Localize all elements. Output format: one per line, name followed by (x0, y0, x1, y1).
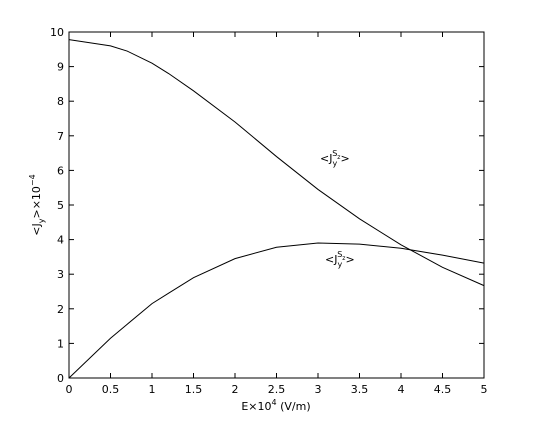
y-label-sub: y (37, 218, 46, 223)
annotation: <JySz> (325, 250, 355, 269)
annotation-sub: y (332, 159, 337, 168)
annotation-sub: y (337, 260, 342, 269)
annotation-end: > (345, 253, 354, 266)
y-tick-label: 4 (57, 234, 64, 247)
x-tick-label: 3 (315, 383, 322, 396)
x-tick-label: 1.5 (185, 383, 203, 396)
annotation-end: > (340, 152, 349, 165)
x-tick-label: 2.5 (268, 383, 286, 396)
y-tick-label: 1 (57, 337, 64, 350)
x-tick-label: 4 (398, 383, 405, 396)
y-tick-label: 8 (57, 95, 64, 108)
annotation: <JySz> (320, 149, 350, 168)
x-tick-label: 3.5 (351, 383, 369, 396)
x-label-base: E×10 (241, 400, 271, 413)
x-tick-label: 0 (66, 383, 73, 396)
data-line (68, 242, 485, 379)
y-tick-label: 10 (50, 26, 64, 39)
x-axis-label: E×104 (V/m) (241, 398, 310, 413)
y-tick-label: 0 (57, 372, 64, 385)
x-tick-label: 2 (232, 383, 239, 396)
y-label-base: <J (30, 223, 43, 235)
y-label-sup: −4 (28, 174, 37, 186)
annotation-supsub: z (337, 154, 340, 161)
y-tick-label: 6 (57, 164, 64, 177)
y-axis-label: <Jy>×10−4 (28, 174, 46, 235)
x-tick-label: 1 (149, 383, 156, 396)
plot-frame (68, 31, 485, 379)
annotation-sup: S (332, 149, 337, 158)
y-tick-label: 3 (57, 268, 64, 281)
y-tick-label: 9 (57, 61, 64, 74)
data-line (68, 39, 485, 287)
y-tick-label: 5 (57, 199, 64, 212)
x-label-rest: (V/m) (277, 400, 311, 413)
y-tick-label: 7 (57, 130, 64, 143)
annotation-base: <J (325, 253, 337, 266)
annotation-sup: S (337, 250, 342, 259)
x-tick-label: 0.5 (102, 383, 120, 396)
y-tick-label: 2 (57, 303, 64, 316)
x-tick-label: 5 (481, 383, 488, 396)
x-label-sup: 4 (272, 398, 277, 407)
annotation-base: <J (320, 152, 332, 165)
x-tick-label: 4.5 (434, 383, 452, 396)
annotation-supsub: z (342, 255, 345, 262)
y-label-rest: >×10 (30, 186, 43, 218)
